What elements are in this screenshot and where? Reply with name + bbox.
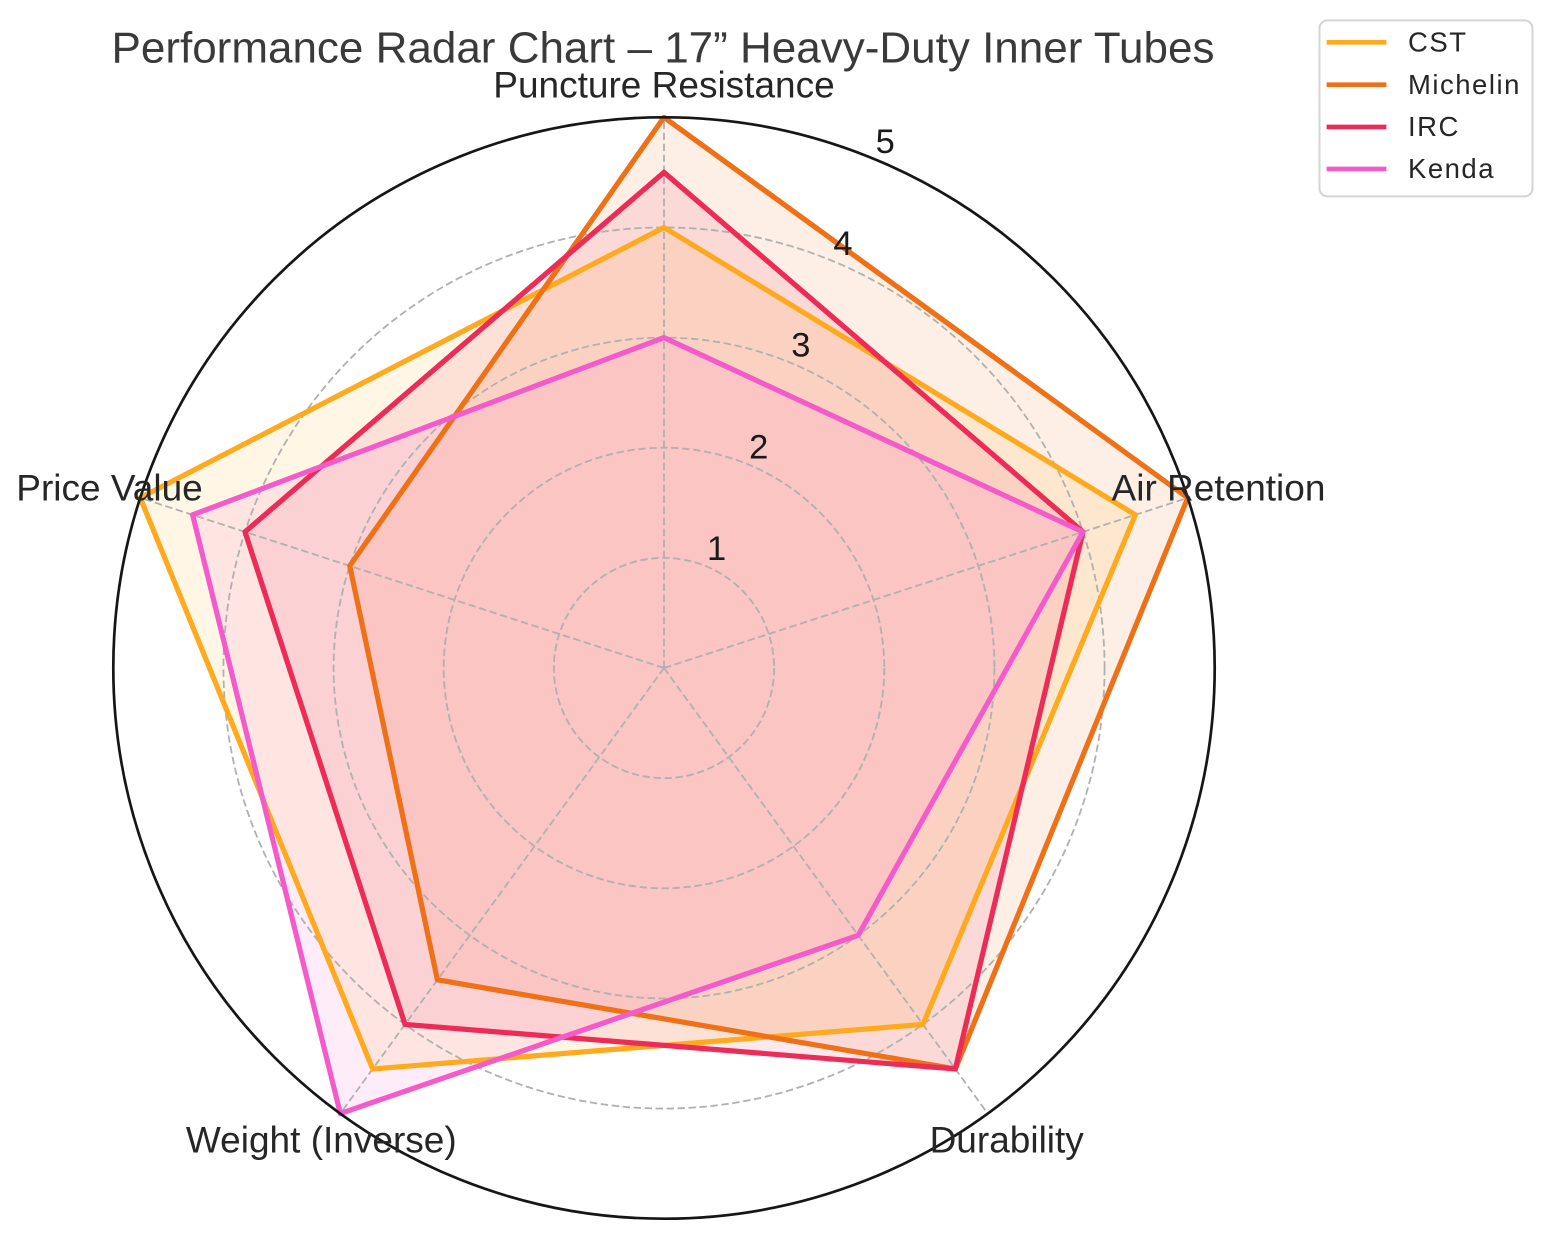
svg-text:Durability: Durability	[930, 1119, 1085, 1160]
svg-text:Kenda: Kenda	[1408, 153, 1495, 184]
svg-text:Air Retention: Air Retention	[1112, 467, 1326, 508]
svg-text:1: 1	[707, 530, 726, 568]
svg-text:3: 3	[791, 327, 810, 365]
svg-text:Weight (Inverse): Weight (Inverse)	[186, 1119, 457, 1160]
svg-text:IRC: IRC	[1408, 111, 1460, 142]
svg-text:Performance Radar Chart – 17”: Performance Radar Chart – 17” Heavy-Duty…	[112, 24, 1215, 73]
svg-text:2: 2	[749, 429, 768, 467]
svg-text:4: 4	[833, 225, 852, 263]
svg-text:Puncture Resistance: Puncture Resistance	[493, 65, 834, 106]
svg-text:CST: CST	[1408, 27, 1468, 58]
svg-text:Price Value: Price Value	[16, 467, 202, 508]
svg-text:Michelin: Michelin	[1408, 69, 1521, 100]
svg-text:5: 5	[876, 123, 895, 161]
